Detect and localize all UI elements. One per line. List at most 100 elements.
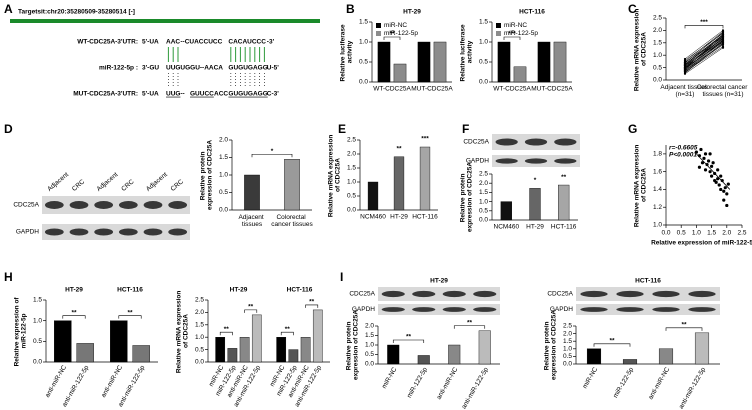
y-tick-label: 0.5 [347,193,356,200]
y-tick-label: 2.5 [347,137,356,144]
x-tick-label: MUT-CDC25A [531,86,573,93]
bar [553,41,567,83]
sig-bracket [305,304,319,308]
scatter-point [702,156,706,160]
pair-line [684,34,724,65]
sequence-segment: -3' [267,39,275,46]
group-label: HCT-116 [117,287,143,294]
y-tick-label: 2.0 [653,27,662,34]
x-tick-label: WT-CDC25A [373,86,411,93]
blot-band [652,307,680,312]
x-tick-label: Adjacent tissues (n=31) [660,84,709,98]
stat-label: P<0.0001 [669,152,697,159]
y-tick-label: 0.5 [653,64,662,71]
y-tick-label: 1.5 [347,165,356,172]
y-tick-label: 0.5 [479,208,488,215]
sig-label: *** [421,136,429,143]
sig-bracket [244,309,258,313]
sig-bracket [503,36,521,40]
y-axis-label: Relative luciferase activity [459,23,473,82]
blot-strip [576,304,720,315]
blot-row-label: GAPDH [466,158,489,165]
blot-strip [42,196,190,214]
trend-line [696,153,731,190]
scatter-point [719,174,723,178]
stat-label: r=-0.6605 [669,145,698,152]
pair-line [684,37,724,70]
sequence-label: MUT-CDC25A-3'UTR: [73,91,138,98]
pair-line [684,41,724,69]
y-axis-label: Relative protein expression of CDC25A [345,310,359,380]
y-tick-label: 0.0 [347,207,356,214]
sig-label: ** [389,31,395,38]
sequence-segment: AAC [166,39,180,46]
blot-band [412,290,436,298]
blot-row-label: GAPDH [550,306,573,313]
y-tick-label: 0.0 [33,359,42,366]
bar [54,320,72,363]
pair-line [684,30,724,60]
scatter-point [722,198,726,202]
blot-row-label: CDC25A [463,139,489,146]
legend-label: miR-NC [384,22,407,29]
bar [227,348,238,363]
y-tick-label: 1.5 [33,297,42,304]
pair-line [684,47,724,75]
blot-row-label: CDC25A [349,291,375,298]
legend-swatch [376,31,381,36]
y-tick-label: 1.5 [479,189,488,196]
pair-point [683,63,687,66]
blot-band [44,228,64,236]
blot-band [652,290,680,298]
y-axis-label: Relative protein expression of CDC25A [459,162,473,232]
bar [244,174,260,211]
y-tick-label: 1.0 [479,198,488,205]
scatter-point [703,168,708,172]
y-tick-label: 1.0 [653,52,662,59]
blot-band [616,290,644,298]
y-tick-label: 1.0 [195,334,204,341]
y-tick-label: 2.5 [563,323,572,330]
x-axis-label: Relative expression of miR-122-5p [651,240,752,247]
chart-title: HT-29 [403,9,421,16]
y-tick-label: 1.2 [653,204,662,211]
chart-title: HCT-116 [635,278,661,285]
y-tick-label: 2.5 [479,171,488,178]
bar [694,332,710,365]
y-tick-label: 1.5 [479,19,488,26]
pair-point [721,31,725,34]
x-tick-label: 1.5 [707,230,716,237]
y-tick-label: 0.0 [219,207,228,214]
y-tick-label: 0.5 [195,346,204,353]
x-tick-label: HT-29 [390,214,408,221]
x-tick-label: 2.5 [737,230,746,237]
sequence-segment: GUGUGAGG [228,65,267,72]
sig-bracket [62,315,86,319]
y-tick-label: 0.0 [653,77,662,84]
blot-band [473,307,497,312]
scatter-point [710,174,714,178]
sequence-segment: -- [180,91,184,98]
y-axis-label: Relative expression of miR-122-5p [13,296,27,367]
scatter-point [708,152,712,156]
blot-band [94,201,114,209]
sequence-segment: U-5' [267,65,279,72]
bar [497,41,511,83]
y-tick-label: 2.5 [653,15,662,22]
bar [622,359,638,365]
x-tick-label: 2.0 [722,230,731,237]
y-tick-label: 0.0 [195,359,204,366]
y-tick-label: 2.5 [195,297,204,304]
bar [417,355,430,365]
y-tick-label: 0.0 [479,217,488,224]
blot-row-label: GAPDH [16,229,39,236]
blot-band [495,138,518,146]
y-tick-label: 1.0 [365,342,374,349]
bar [537,41,551,83]
panel-letter: A [4,2,13,16]
x-tick-label: Adjacent tissues [238,214,265,228]
x-tick-label: HCT-116 [412,214,438,221]
blot-band [44,201,64,209]
panel-letter: C [628,2,637,16]
group-label: HCT-116 [287,287,313,294]
